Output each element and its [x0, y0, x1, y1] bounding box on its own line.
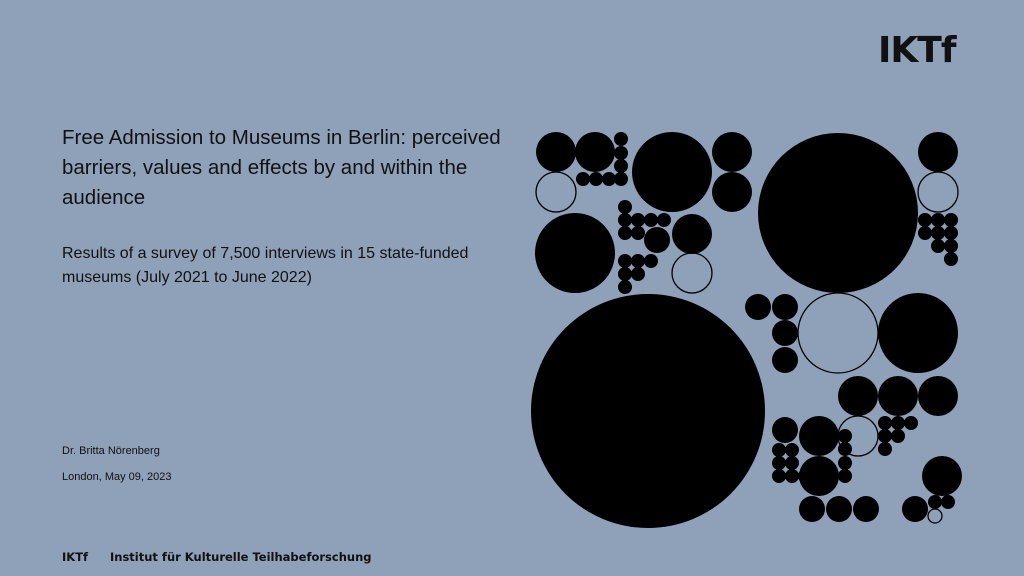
- filled-circle: [772, 294, 798, 320]
- filled-circle: [944, 226, 958, 240]
- filled-circle: [614, 146, 628, 160]
- filled-circle: [772, 443, 786, 457]
- filled-circle: [672, 214, 712, 254]
- filled-circle: [618, 267, 632, 281]
- filled-circle: [799, 496, 825, 522]
- filled-circle: [838, 376, 878, 416]
- filled-circle: [631, 213, 645, 227]
- filled-circle: [785, 443, 799, 457]
- filled-circle: [878, 416, 892, 430]
- filled-circle: [618, 200, 632, 214]
- filled-circle: [772, 347, 798, 373]
- filled-circle: [878, 442, 892, 456]
- filled-circle: [614, 132, 628, 146]
- filled-circle: [614, 159, 628, 173]
- filled-circle: [631, 267, 645, 281]
- filled-circle: [826, 496, 852, 522]
- filled-circle: [878, 293, 958, 373]
- filled-circle: [878, 376, 918, 416]
- filled-circle: [878, 429, 892, 443]
- filled-circle: [838, 429, 852, 443]
- filled-circle: [941, 495, 955, 509]
- slide-subtitle: Results of a survey of 7,500 interviews …: [62, 245, 469, 286]
- presentation-date: London, May 09, 2023: [62, 471, 172, 483]
- filled-circle: [772, 417, 798, 443]
- filled-circle: [918, 132, 958, 172]
- filled-circle: [576, 172, 590, 186]
- filled-circle: [799, 416, 839, 456]
- filled-circle: [535, 213, 615, 293]
- filled-circle: [614, 172, 628, 186]
- filled-circle: [536, 132, 576, 172]
- filled-circle: [631, 254, 645, 268]
- outlined-circle: [671, 252, 713, 294]
- filled-circle: [918, 376, 958, 416]
- filled-circle: [631, 226, 645, 240]
- filled-circle: [838, 456, 852, 470]
- footer-organization: Institut für Kulturelle Teilhabeforschun…: [110, 550, 372, 564]
- filled-circle: [712, 172, 752, 212]
- footer-logo: IKTf: [62, 550, 89, 564]
- filled-circle: [931, 239, 945, 253]
- filled-circle: [618, 213, 632, 227]
- filled-circle: [657, 213, 671, 227]
- filled-circle: [618, 226, 632, 240]
- filled-circle: [918, 226, 932, 240]
- filled-circle: [618, 280, 632, 294]
- filled-circle: [838, 469, 852, 483]
- filled-circle: [575, 132, 615, 172]
- filled-circle: [931, 213, 945, 227]
- filled-circle: [531, 294, 765, 528]
- filled-circle: [931, 226, 945, 240]
- outlined-circle: [917, 171, 959, 213]
- filled-circle: [644, 254, 658, 268]
- filled-circle: [891, 416, 905, 430]
- author-name: Dr. Britta Nörenberg: [62, 445, 160, 457]
- filled-circle: [772, 469, 786, 483]
- filled-circle: [944, 239, 958, 253]
- filled-circle: [712, 132, 752, 172]
- filled-circle: [891, 429, 905, 443]
- filled-circle: [745, 294, 771, 320]
- filled-circle: [618, 254, 632, 268]
- filled-circle: [918, 213, 932, 227]
- filled-circle: [799, 456, 839, 496]
- filled-circle: [772, 456, 786, 470]
- filled-circle: [772, 320, 798, 346]
- filled-circle: [785, 456, 799, 470]
- filled-circle: [838, 442, 852, 456]
- filled-circle: [589, 172, 603, 186]
- filled-circle: [644, 227, 670, 253]
- iktf-logo: IKTf: [878, 30, 957, 71]
- filled-circle: [785, 469, 799, 483]
- filled-circle: [632, 132, 712, 212]
- outlined-circle: [535, 171, 577, 213]
- filled-circle: [902, 496, 928, 522]
- filled-circle: [944, 252, 958, 266]
- slide-title: Free Admission to Museums in Berlin: per…: [62, 126, 501, 209]
- filled-circle: [853, 496, 879, 522]
- filled-circle: [944, 213, 958, 227]
- outlined-circle: [927, 508, 943, 524]
- filled-circle: [928, 495, 942, 509]
- filled-circle: [922, 456, 962, 496]
- filled-circle: [758, 133, 918, 293]
- filled-circle: [904, 416, 918, 430]
- filled-circle: [602, 172, 616, 186]
- outlined-circle: [797, 292, 879, 374]
- filled-circle: [644, 213, 658, 227]
